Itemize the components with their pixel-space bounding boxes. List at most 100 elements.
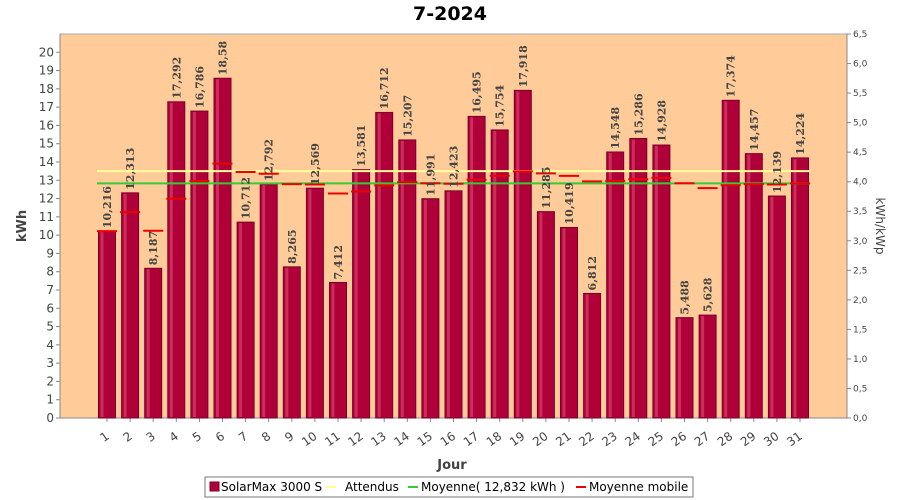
y-tick-label: 18	[39, 82, 54, 96]
y-tick-label: 4	[46, 338, 54, 352]
x-tick-label: 16	[438, 429, 459, 449]
bar-highlight	[123, 193, 127, 417]
bar-value-label: 10,216	[101, 186, 114, 228]
bars	[98, 77, 809, 419]
y-tick-label: 1	[46, 393, 54, 407]
x-tick-label: 24	[622, 429, 643, 449]
bar-highlight	[447, 191, 450, 417]
y-tick-label: 0	[46, 411, 54, 425]
bar-value-label: 16,495	[471, 71, 484, 113]
y-axis-title: kWh	[15, 210, 30, 242]
x-tick-label: 31	[784, 429, 805, 449]
bar-value-label: 8,187	[147, 231, 160, 265]
x-tick-label: 20	[530, 429, 551, 449]
bar-value-label: 14,457	[748, 109, 761, 151]
bar-highlight	[585, 294, 589, 417]
bar-highlight	[192, 112, 196, 417]
y-right-tick-label: 5,5	[853, 89, 867, 99]
legend-box	[204, 476, 694, 498]
y-right-tick-label: 3,5	[853, 207, 867, 217]
x-tick-label: 9	[282, 429, 296, 445]
bar-highlight	[354, 170, 358, 417]
y-axis-right-title: kWh/kWp	[873, 198, 887, 255]
y-tick-label: 15	[39, 137, 54, 151]
y-tick-label: 12	[39, 192, 54, 206]
x-tick-label: 21	[553, 429, 574, 449]
y-tick-label: 13	[39, 173, 54, 187]
x-tick-label: 25	[646, 429, 667, 449]
bar-value-label: 6,812	[586, 256, 599, 290]
bar-highlight	[747, 154, 751, 417]
y-tick-label: 6	[46, 301, 54, 315]
x-tick-label: 23	[599, 429, 620, 449]
bar-value-label: 13,581	[355, 125, 368, 167]
x-tick-label: 4	[167, 429, 181, 445]
bar-highlight	[262, 185, 266, 417]
bar-value-label: 11,285	[540, 167, 553, 209]
x-tick-label: 12	[345, 429, 366, 449]
bar-highlight	[516, 91, 520, 418]
x-tick-label: 19	[507, 429, 528, 449]
bar-highlight	[308, 189, 312, 417]
bar-value-label: 15,754	[494, 84, 507, 126]
bar-value-label: 12,139	[771, 151, 784, 193]
bar-value-label: 16,786	[193, 66, 206, 108]
bar-highlight	[239, 223, 243, 417]
y-right-tick-label: 5,0	[853, 119, 868, 129]
bar-highlight	[770, 197, 774, 417]
bar-value-label: 10,712	[240, 177, 253, 219]
bar-value-label: 5,488	[679, 280, 692, 315]
y-tick-label: 3	[46, 356, 54, 370]
bar-highlight	[631, 139, 635, 418]
bar-value-label: 12,423	[448, 146, 461, 188]
bar-highlight	[146, 269, 150, 417]
legend-label: Moyenne( 12,832 kWh )	[421, 480, 565, 494]
y-right-tick-label: 3,0	[853, 237, 868, 247]
bar-value-label: 15,286	[632, 93, 645, 135]
bar-highlight	[493, 130, 497, 417]
y-right-tick-label: 4,5	[853, 148, 867, 158]
x-tick-label: 28	[715, 429, 736, 449]
bar-value-label: 15,207	[401, 95, 414, 137]
bar-highlight	[793, 158, 797, 418]
y-tick-label: 8	[46, 265, 54, 279]
x-tick-label: 17	[461, 429, 482, 449]
bar-highlight	[400, 140, 404, 417]
y-right-tick-label: 0,0	[853, 414, 868, 424]
y-tick-label: 2	[46, 374, 54, 388]
y-right-tick-label: 0,5	[853, 384, 867, 394]
bar-highlight	[562, 228, 566, 417]
x-tick-label: 7	[236, 429, 250, 445]
bar-highlight	[377, 113, 381, 417]
bar-value-label: 8,265	[286, 229, 299, 263]
x-tick-label: 27	[692, 429, 713, 449]
x-tick-label: 11	[322, 429, 343, 449]
legend-label: Attendus	[345, 480, 399, 494]
x-axis-title: Jour	[436, 458, 467, 473]
y-right-tick-label: 1,5	[853, 325, 867, 335]
x-tick-label: 30	[761, 429, 782, 449]
y-axis-right: 0,0 0,5 1,0 1,5 2,0 2,5 3,0 3,5 4,0 4,5 5,0 5,5 6,0 6…	[846, 30, 868, 424]
y-tick-label: 16	[39, 118, 54, 132]
x-tick-label: 3	[144, 429, 158, 445]
bar-value-label: 12,792	[263, 139, 276, 181]
moving-average-steps	[97, 162, 810, 233]
bar-highlight	[724, 101, 728, 417]
bar-value-label: 16,712	[378, 67, 391, 109]
bar-highlight	[285, 267, 289, 417]
y-right-tick-label: 1,0	[853, 355, 868, 365]
y-right-tick-label: 6,0	[853, 60, 868, 70]
y-tick-label: 17	[39, 100, 54, 114]
bar-highlight	[216, 79, 219, 417]
bar-highlight	[169, 102, 173, 417]
bar-highlight	[539, 212, 543, 417]
y-right-tick-label: 2,5	[853, 266, 867, 276]
bar-value-label: 14,224	[794, 112, 807, 154]
x-tick-label: 13	[368, 429, 389, 449]
bar-value-label: 10,419	[563, 182, 576, 224]
bar-highlight	[654, 146, 658, 417]
bar-value-label: 17,374	[725, 55, 738, 97]
bar-value-label: 18,58	[217, 40, 230, 75]
